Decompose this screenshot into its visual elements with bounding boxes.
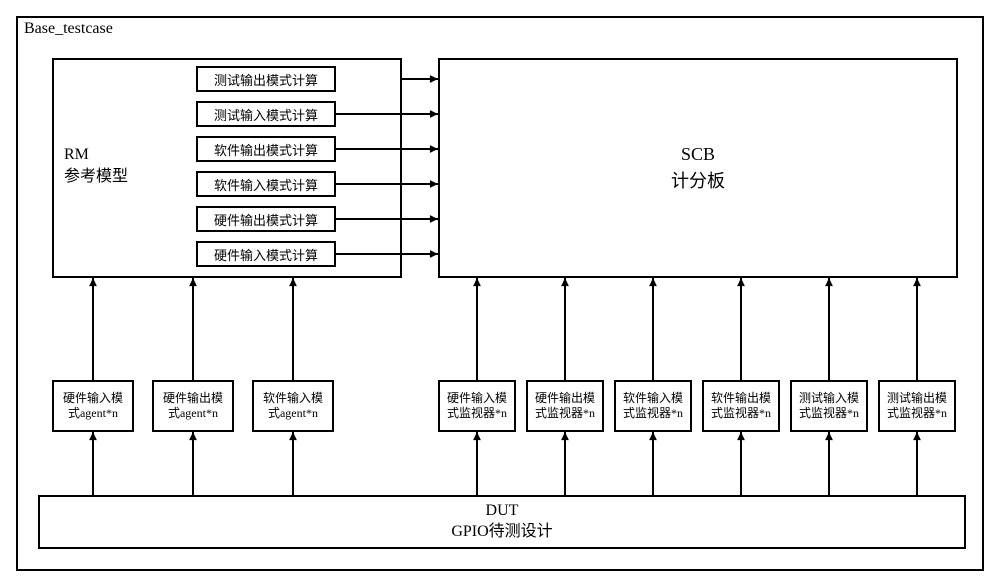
scb-line1: SCB xyxy=(681,144,715,164)
dut-line1: DUT xyxy=(486,501,519,522)
agent-box-0: 硬件输入模式agent*n xyxy=(52,380,134,432)
monitor-box-1: 硬件输出模式监视器*n xyxy=(526,380,604,432)
monitor-box-2: 软件输入模式监视器*n xyxy=(614,380,692,432)
monitor-box-5: 测试输出模式监视器*n xyxy=(878,380,956,432)
rm-line2: 参考模型 xyxy=(64,168,128,185)
dut-box: DUTGPIO待测设计 xyxy=(38,495,966,549)
rm-label: RM 参考模型 xyxy=(64,144,128,189)
calc-box-5: 硬件输入模式计算 xyxy=(196,241,336,267)
monitor-box-0: 硬件输入模式监视器*n xyxy=(438,380,516,432)
agent-box-2: 软件输入模式agent*n xyxy=(252,380,334,432)
calc-box-3: 软件输入模式计算 xyxy=(196,171,336,197)
agent-box-1: 硬件输出模式agent*n xyxy=(152,380,234,432)
monitor-box-4: 测试输入模式监视器*n xyxy=(790,380,868,432)
rm-line1: RM xyxy=(64,146,89,163)
dut-line2: GPIO待测设计 xyxy=(451,522,552,543)
outer-title: Base_testcase xyxy=(24,20,113,38)
scb-line2: 计分板 xyxy=(671,171,725,191)
monitor-box-3: 软件输出模式监视器*n xyxy=(702,380,780,432)
calc-box-4: 硬件输出模式计算 xyxy=(196,206,336,232)
calc-box-0: 测试输出模式计算 xyxy=(196,66,336,92)
calc-box-1: 测试输入模式计算 xyxy=(196,101,336,127)
calc-box-2: 软件输出模式计算 xyxy=(196,136,336,162)
scb-box: SCB 计分板 xyxy=(438,58,958,278)
